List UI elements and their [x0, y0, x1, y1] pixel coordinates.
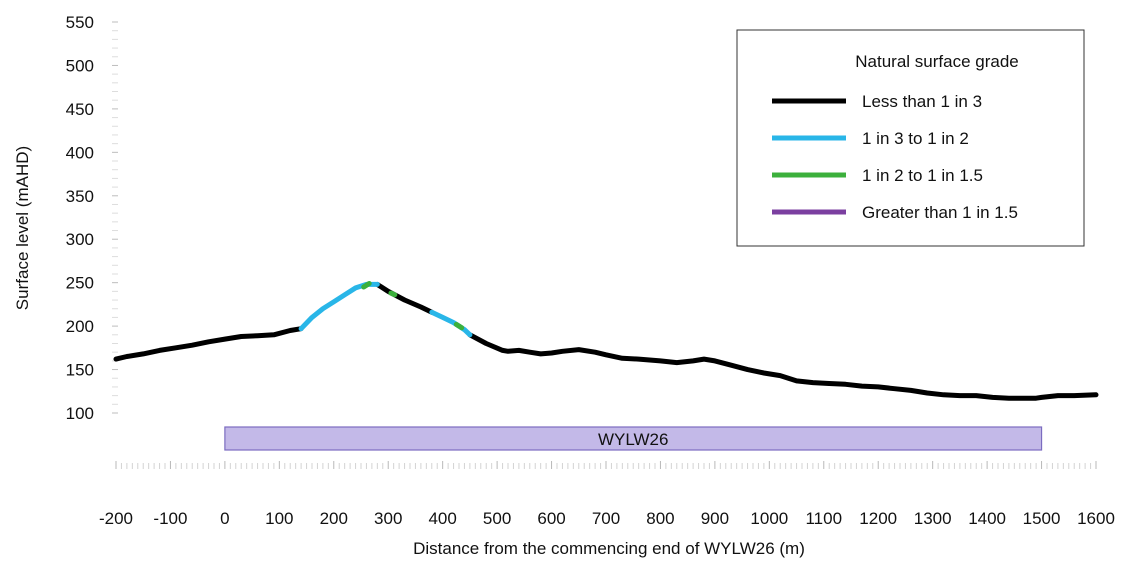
wylw26-extent-bar — [224, 426, 1043, 451]
series-line-1-segment-1 — [429, 309, 473, 338]
x-tick-label: -200 — [99, 509, 133, 528]
x-tick-label: 400 — [428, 509, 456, 528]
y-tick-label: 450 — [66, 100, 94, 119]
x-tick-label: 700 — [592, 509, 620, 528]
y-tick-label: 300 — [66, 230, 94, 249]
x-tick-label: 1100 — [805, 509, 842, 528]
x-tick-label: 500 — [483, 509, 511, 528]
legend-title: Natural surface grade — [855, 52, 1018, 71]
x-tick-label: 900 — [701, 509, 729, 528]
series-line-2-segment-2 — [453, 321, 465, 331]
y-tick-label: 500 — [66, 56, 94, 75]
y-tick-label: 200 — [66, 317, 94, 336]
series-line-2-segment-0 — [361, 281, 372, 290]
series-line-0-segment-1 — [374, 281, 435, 315]
series-lines — [113, 281, 1099, 401]
x-tick-label: 200 — [320, 509, 348, 528]
series-line-2-segment-1 — [388, 290, 398, 298]
y-tick-label: 550 — [66, 13, 94, 32]
x-tick-label: 1300 — [914, 509, 952, 528]
legend-label: Greater than 1 in 1.5 — [862, 203, 1018, 222]
x-tick-label: 1400 — [968, 509, 1006, 528]
y-axis-title: Surface level (mAHD) — [13, 146, 32, 310]
legend-label: 1 in 3 to 1 in 2 — [862, 129, 969, 148]
x-tick-label: 1000 — [750, 509, 788, 528]
y-axis: 550 500 450 400 350 300 250 200 150 100 — [66, 13, 118, 423]
x-tick-label: 600 — [537, 509, 565, 528]
x-tick-label: 1500 — [1023, 509, 1061, 528]
y-tick-label: 400 — [66, 143, 94, 162]
legend-label: 1 in 2 to 1 in 1.5 — [862, 166, 983, 185]
series-line-0-segment-2 — [467, 332, 1099, 401]
wylw26-extent-label: WYLW26 — [598, 430, 669, 449]
y-tick-label: 100 — [66, 404, 94, 423]
y-tick-label: 250 — [66, 274, 94, 293]
legend: Natural surface grade Less than 1 in 3 1 … — [736, 29, 1085, 247]
series-line-0-segment-0 — [113, 326, 304, 362]
x-tick-label: 0 — [220, 509, 229, 528]
legend-label: Less than 1 in 3 — [862, 92, 982, 111]
x-axis-title: Distance from the commencing end of WYLW… — [413, 539, 805, 558]
x-tick-label: -100 — [153, 509, 187, 528]
x-tick-label: 100 — [265, 509, 293, 528]
wylw26-panel: WYLW26 — [224, 426, 1043, 451]
x-tick-label: 1200 — [859, 509, 897, 528]
x-tick-label: 1600 — [1077, 509, 1115, 528]
x-tick-label: 800 — [646, 509, 674, 528]
x-axis: -200 -100 0 100 200 300 400 500 600 700 800 900 1000… — [99, 461, 1115, 528]
x-tick-label: 300 — [374, 509, 402, 528]
series-line-1-segment-0 — [298, 281, 380, 332]
y-tick-label: 350 — [66, 187, 94, 206]
legend-entries: Less than 1 in 3 1 in 3 to 1 in 2 1 in 2 t… — [772, 92, 1018, 222]
y-tick-label: 150 — [66, 361, 94, 380]
